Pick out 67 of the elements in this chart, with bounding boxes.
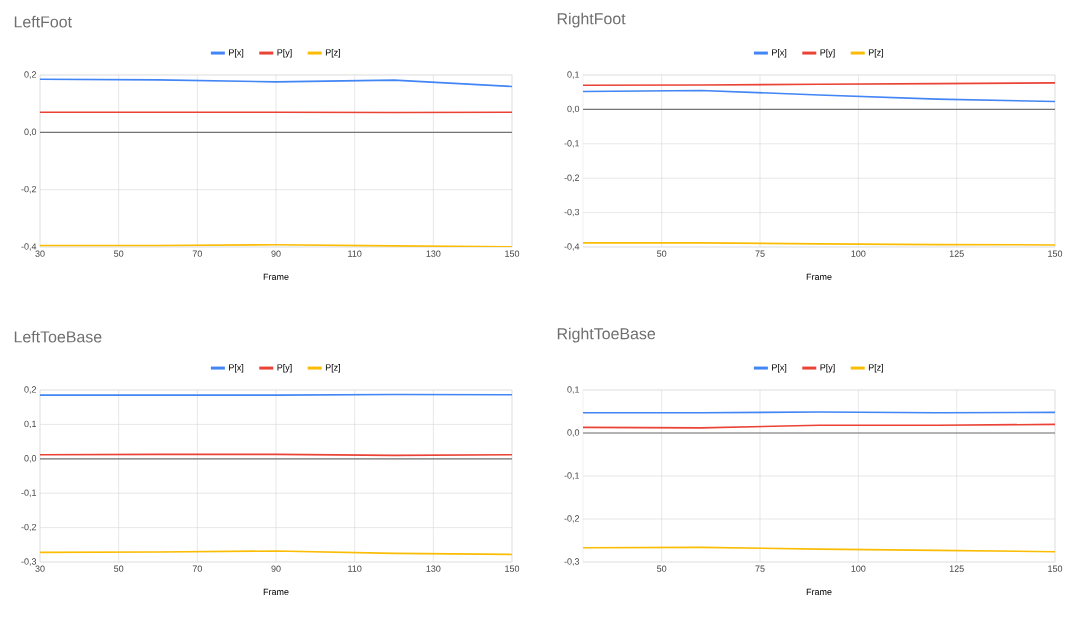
x-tick-label: 50 bbox=[114, 250, 124, 257]
x-tick-label: 50 bbox=[657, 565, 667, 572]
x-tick-label: 30 bbox=[35, 565, 45, 572]
legend-label: P[y] bbox=[820, 49, 835, 58]
y-tick-label: 0,2 bbox=[24, 71, 37, 79]
legend-label: P[x] bbox=[229, 364, 244, 373]
y-tick-label: -0,3 bbox=[564, 558, 580, 566]
x-tick-label: 30 bbox=[35, 250, 45, 257]
legend-label: P[z] bbox=[868, 49, 884, 58]
legend-label: P[z] bbox=[325, 49, 341, 58]
x-tick-label: 75 bbox=[755, 565, 765, 572]
y-tick-label: -0,2 bbox=[21, 523, 37, 532]
x-tick-label: 125 bbox=[949, 250, 964, 257]
x-tick-label: 130 bbox=[426, 565, 441, 572]
legend-label: P[z] bbox=[868, 364, 884, 373]
x-tick-label: 150 bbox=[505, 250, 520, 257]
x-tick-label: 110 bbox=[348, 565, 362, 572]
y-tick-label: 0,1 bbox=[24, 420, 37, 429]
y-tick-label: -0,2 bbox=[564, 174, 580, 182]
y-tick-label: -0,4 bbox=[564, 243, 580, 251]
x-tick-label: 125 bbox=[949, 565, 964, 572]
chart-title: RightFoot bbox=[557, 12, 626, 28]
y-tick-label: -0,2 bbox=[564, 515, 580, 523]
y-tick-label: 0,0 bbox=[567, 105, 580, 114]
y-tick-label: 0,0 bbox=[24, 128, 37, 137]
y-tick-label: -0,2 bbox=[21, 185, 37, 194]
y-tick-label: -0,3 bbox=[21, 558, 37, 566]
x-tick-label: 100 bbox=[851, 250, 866, 257]
x-tick-label: 100 bbox=[851, 565, 866, 572]
x-axis-title: Frame bbox=[263, 273, 289, 280]
x-tick-label: 150 bbox=[1048, 565, 1063, 572]
x-tick-label: 70 bbox=[192, 250, 202, 257]
legend-label: P[z] bbox=[325, 364, 341, 373]
x-tick-label: 150 bbox=[505, 565, 520, 572]
x-tick-label: 50 bbox=[114, 565, 124, 572]
y-tick-label: -0,3 bbox=[564, 208, 580, 217]
x-axis-title: Frame bbox=[806, 588, 832, 595]
legend-label: P[y] bbox=[277, 364, 292, 373]
y-tick-label: -0,1 bbox=[21, 489, 37, 497]
y-tick-label: -0,1 bbox=[564, 140, 580, 148]
x-axis-title: Frame bbox=[806, 273, 832, 280]
legend-label: P[x] bbox=[772, 49, 787, 58]
y-tick-label: 0,1 bbox=[567, 71, 580, 79]
legend-label: P[y] bbox=[277, 49, 292, 58]
x-tick-label: 130 bbox=[426, 250, 441, 257]
y-tick-label: 0,0 bbox=[24, 455, 37, 463]
x-tick-label: 150 bbox=[1048, 250, 1063, 257]
chart-title: RightToeBase bbox=[557, 327, 656, 343]
line-series bbox=[40, 78, 512, 88]
x-tick-label: 90 bbox=[271, 565, 281, 572]
x-tick-label: 70 bbox=[192, 565, 202, 572]
y-tick-label: 0,1 bbox=[567, 386, 580, 394]
chart-title: LeftFoot bbox=[14, 15, 72, 28]
legend-label: P[x] bbox=[229, 49, 244, 58]
x-axis-title: Frame bbox=[263, 588, 289, 595]
x-tick-label: 75 bbox=[755, 250, 765, 257]
y-tick-label: -0,4 bbox=[21, 243, 37, 251]
y-tick-label: 0,2 bbox=[24, 386, 37, 394]
y-tick-label: 0,0 bbox=[567, 429, 580, 437]
line-series bbox=[583, 89, 1056, 103]
x-tick-label: 50 bbox=[657, 250, 667, 257]
x-tick-label: 110 bbox=[348, 250, 362, 257]
legend-label: P[y] bbox=[820, 364, 835, 373]
y-tick-label: -0,1 bbox=[564, 472, 580, 480]
x-tick-label: 90 bbox=[271, 250, 281, 257]
legend-label: P[x] bbox=[772, 364, 787, 373]
chart-title: LeftToeBase bbox=[14, 330, 102, 343]
